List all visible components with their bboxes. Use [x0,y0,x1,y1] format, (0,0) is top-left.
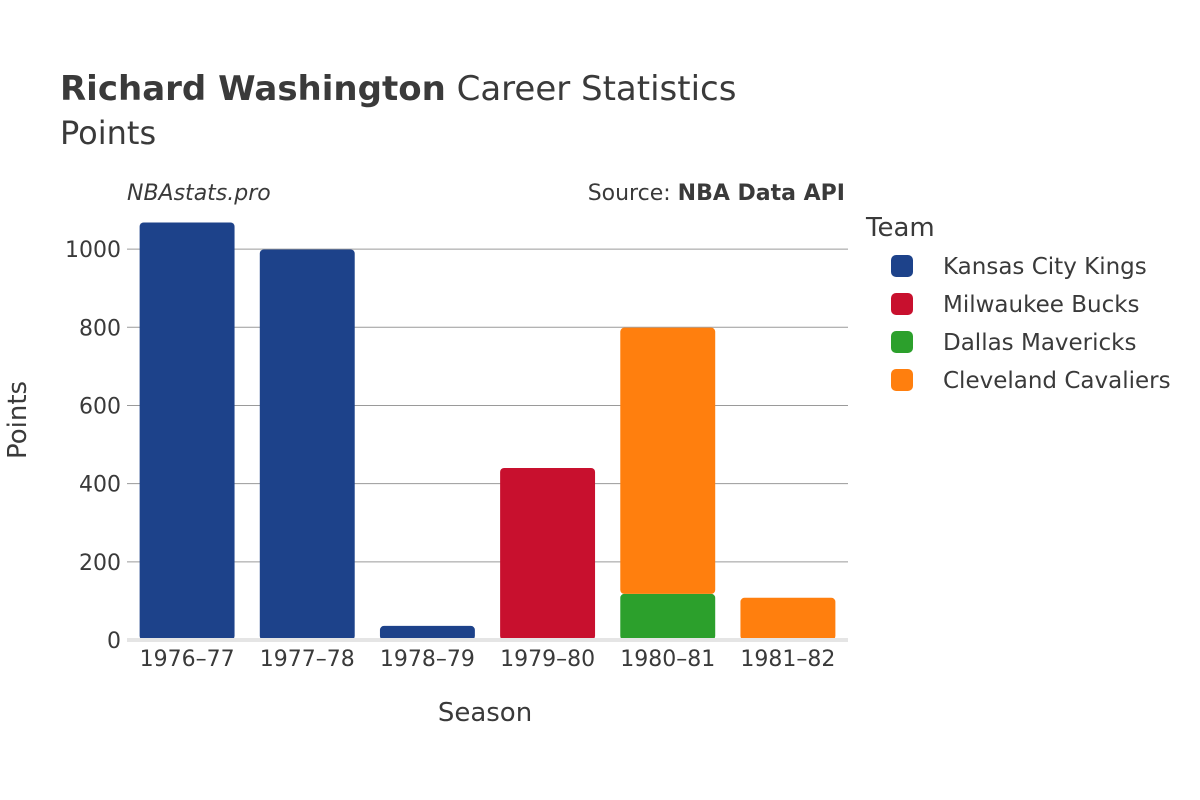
chart-title-rest: Career Statistics [446,69,737,109]
bar-kansas-city-kings[interactable] [259,249,355,640]
x-tick-label: 1981–82 [740,647,835,672]
x-tick-label: 1979–80 [500,647,595,672]
x-tick-label: 1980–81 [620,647,715,672]
legend: Kansas City Kings Milwaukee Bucks Dallas M… [891,254,1171,394]
legend-swatch[interactable] [891,369,913,391]
legend-label[interactable]: Kansas City Kings [943,254,1147,280]
bar-dallas-mavericks[interactable] [620,593,716,640]
gridlines [127,248,848,563]
watermark: NBAstats.pro [127,181,271,206]
y-tick-label: 400 [79,473,121,498]
bar-kansas-city-kings[interactable] [379,625,475,640]
bars [139,222,836,640]
y-tick-labels: 0 200 400 600 800 1000 [65,238,121,654]
legend-label[interactable]: Cleveland Cavaliers [943,368,1171,394]
bar-milwaukee-bucks[interactable] [500,468,596,640]
bar-cleveland-cavaliers[interactable] [740,597,836,640]
bar-cleveland-cavaliers[interactable] [620,327,716,594]
legend-swatch[interactable] [891,331,913,353]
y-tick-label: 600 [79,394,121,419]
x-axis-title: Season [438,698,532,728]
chart-subtitle: Points [60,114,156,152]
x-tick-label: 1978–79 [380,647,475,672]
source-label: Source: NBA Data API [588,181,845,206]
source-prefix: Source: [588,181,678,206]
x-tick-labels: 1976–77 1977–78 1978–79 1979–80 1980–81 1981–… [140,647,836,672]
y-axis-title: Points [3,381,33,459]
y-tick-label: 200 [79,551,121,576]
x-tick-label: 1977–78 [260,647,355,672]
bar-kansas-city-kings[interactable] [139,222,235,640]
legend-swatch[interactable] [891,293,913,315]
x-tick-label: 1976–77 [140,647,235,672]
chart-title-bold: Richard Washington [60,69,446,109]
y-tick-label: 0 [107,629,121,654]
y-tick-label: 1000 [65,238,121,263]
source-name: NBA Data API [678,181,845,206]
legend-label[interactable]: Dallas Mavericks [943,330,1136,356]
chart-title: Richard Washington Career Statistics [60,69,736,109]
y-tick-label: 800 [79,316,121,341]
legend-label[interactable]: Milwaukee Bucks [943,292,1140,318]
legend-title: Team [865,213,935,243]
legend-swatch[interactable] [891,255,913,277]
